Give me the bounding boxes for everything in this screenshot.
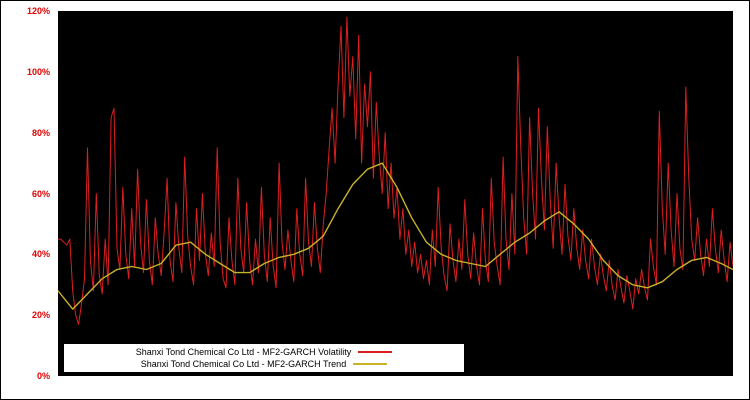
legend-label-volatility: Shanxi Tond Chemical Co Ltd - MF2-GARCH …	[135, 347, 352, 357]
y-axis-tick-label: 60%	[31, 188, 50, 199]
legend-item-volatility: Shanxi Tond Chemical Co Ltd - MF2-GARCH …	[68, 346, 460, 358]
legend-line-volatility-swatch	[358, 351, 393, 353]
y-axis-tick-label: 20%	[31, 310, 50, 321]
y-axis-tick-label: 80%	[31, 127, 50, 138]
y-axis: 0% 20% 40% 60% 80% 100% 120%	[1, 6, 54, 381]
legend-label-trend: Shanxi Tond Chemical Co Ltd - MF2-GARCH …	[140, 359, 347, 369]
y-axis-tick-label: 120%	[26, 6, 50, 16]
legend-item-trend: Shanxi Tond Chemical Co Ltd - MF2-GARCH …	[68, 358, 460, 370]
legend: Shanxi Tond Chemical Co Ltd - MF2-GARCH …	[64, 344, 464, 372]
plot-area: Shanxi Tond Chemical Co Ltd - MF2-GARCH …	[58, 11, 733, 376]
y-axis-tick-label: 40%	[31, 249, 50, 260]
y-axis-tick-label: 0%	[36, 371, 50, 381]
legend-line-trend-swatch	[353, 363, 388, 365]
chart-canvas	[58, 16, 733, 325]
y-axis-tick-label: 100%	[26, 66, 50, 77]
